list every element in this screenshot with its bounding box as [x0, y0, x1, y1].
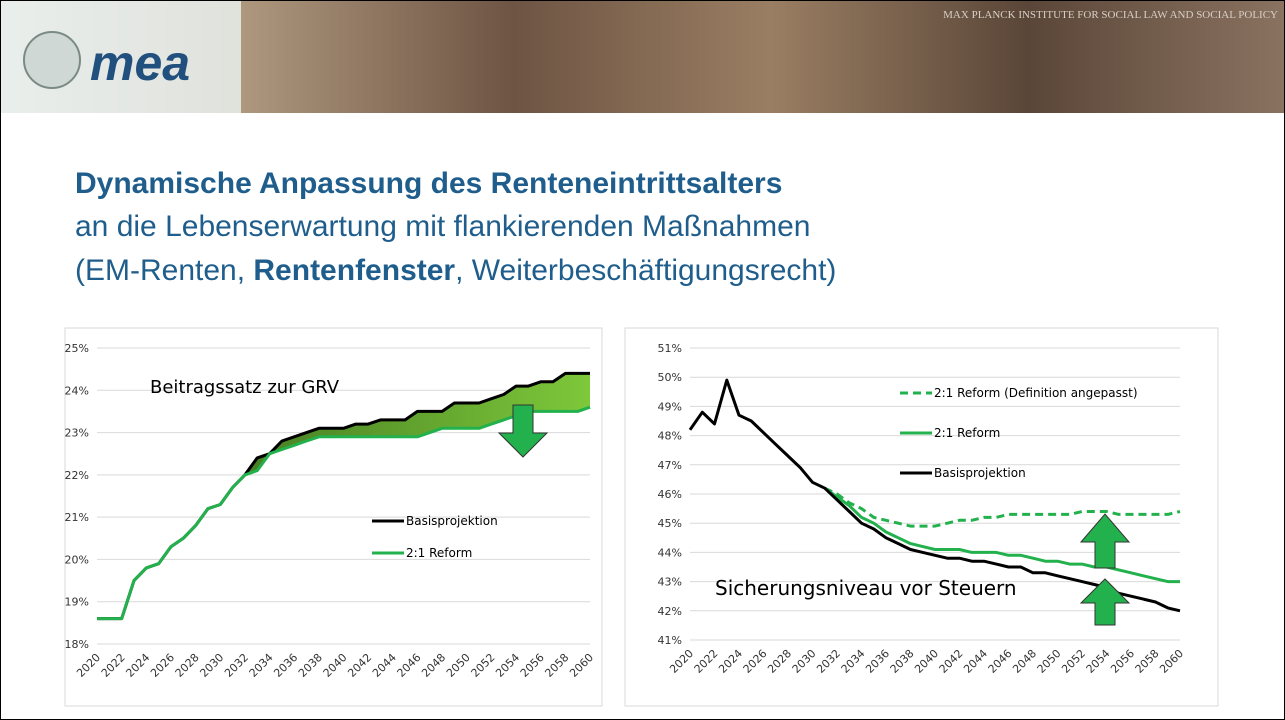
- subtitle: (EM-Renten, Rentenfenster, Weiterbeschäf…: [75, 254, 836, 287]
- y-tick-label: 20%: [65, 553, 89, 566]
- legend-label: Basisprojektion: [406, 514, 498, 528]
- y-tick-label: 43%: [658, 576, 682, 589]
- annotation: Sicherungsniveau vor Steuern: [715, 576, 1017, 600]
- institute: MAX PLANCK INSTITUTE FOR SOCIAL LAW AND …: [943, 9, 1278, 21]
- legend-label: Basisprojektion: [934, 466, 1026, 480]
- y-tick-label: 22%: [65, 469, 89, 482]
- y-tick-label: 41%: [658, 634, 682, 647]
- y-tick-label: 50%: [658, 371, 682, 384]
- y-tick-label: 49%: [658, 400, 682, 413]
- slide: mea MAX PLANCK INSTITUTE FOR SOCIAL LAW …: [0, 0, 1285, 720]
- subtitle-part: (EM-Renten,: [75, 254, 253, 287]
- y-tick-label: 51%: [658, 342, 682, 355]
- legend-label: 2:1 Reform: [406, 546, 472, 560]
- y-tick-label: 45%: [658, 517, 682, 530]
- y-tick-label: 46%: [658, 488, 682, 501]
- y-tick-label: 44%: [658, 546, 682, 559]
- logo-emblem: [24, 32, 80, 88]
- subtitle-bold: Rentenfenster: [253, 254, 455, 287]
- logo: mea: [90, 35, 190, 91]
- y-tick-label: 21%: [65, 511, 89, 524]
- y-tick-label: 19%: [65, 596, 89, 609]
- y-tick-label: 24%: [65, 384, 89, 397]
- y-tick-label: 47%: [658, 459, 682, 472]
- y-tick-label: 18%: [65, 638, 89, 651]
- title: Dynamische Anpassung des Renteneintritts…: [75, 167, 782, 200]
- y-tick-label: 25%: [65, 342, 89, 355]
- subtitle-part: , Weiterbeschäftigungsrecht): [455, 254, 836, 287]
- y-tick-label: 42%: [658, 605, 682, 618]
- legend-label: 2:1 Reform: [934, 426, 1000, 440]
- legend-label: 2:1 Reform (Definition angepasst): [934, 386, 1138, 400]
- annotation: Beitragssatz zur GRV: [150, 377, 340, 398]
- y-tick-label: 23%: [65, 427, 89, 440]
- y-tick-label: 48%: [658, 430, 682, 443]
- subtitle: an die Lebenserwartung mit flankierenden…: [75, 210, 810, 243]
